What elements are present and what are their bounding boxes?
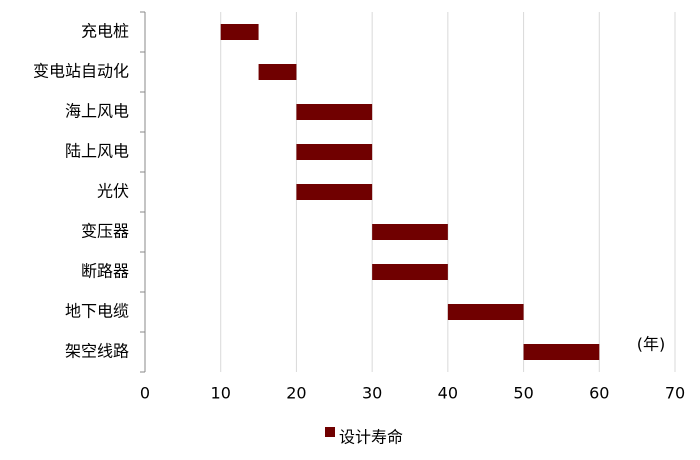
bar	[296, 104, 373, 120]
x-tick-label: 0	[140, 384, 150, 403]
x-tick-label: 10	[211, 384, 231, 403]
bar	[296, 144, 373, 160]
bar	[372, 264, 448, 280]
y-tick-label: 地下电缆	[65, 302, 129, 321]
y-tick-label: 断路器	[81, 262, 129, 281]
bar	[258, 64, 297, 80]
y-tick-label: 光伏	[97, 182, 129, 201]
x-tick-label: 30	[362, 384, 382, 403]
x-tick-label: 60	[589, 384, 609, 403]
y-tick-label: 变压器	[81, 222, 129, 241]
y-tick-label: 变电站自动化	[33, 62, 129, 81]
x-tick-label: 50	[513, 384, 533, 403]
bar	[447, 304, 524, 320]
legend-swatch	[325, 427, 335, 437]
bar	[220, 24, 259, 40]
x-tick-label: 70	[665, 384, 685, 403]
y-tick-label: 架空线路	[65, 342, 129, 361]
legend-label: 设计寿命	[339, 428, 403, 447]
y-tick-label: 充电桩	[81, 22, 129, 41]
unit-annotation: (年)	[637, 335, 666, 354]
bar	[372, 224, 448, 240]
x-tick-label: 20	[286, 384, 306, 403]
x-tick-label: 40	[438, 384, 458, 403]
y-tick-label: 海上风电	[65, 102, 129, 121]
y-tick-label: 陆上风电	[65, 142, 129, 161]
bar	[523, 344, 600, 360]
bar	[296, 184, 373, 200]
